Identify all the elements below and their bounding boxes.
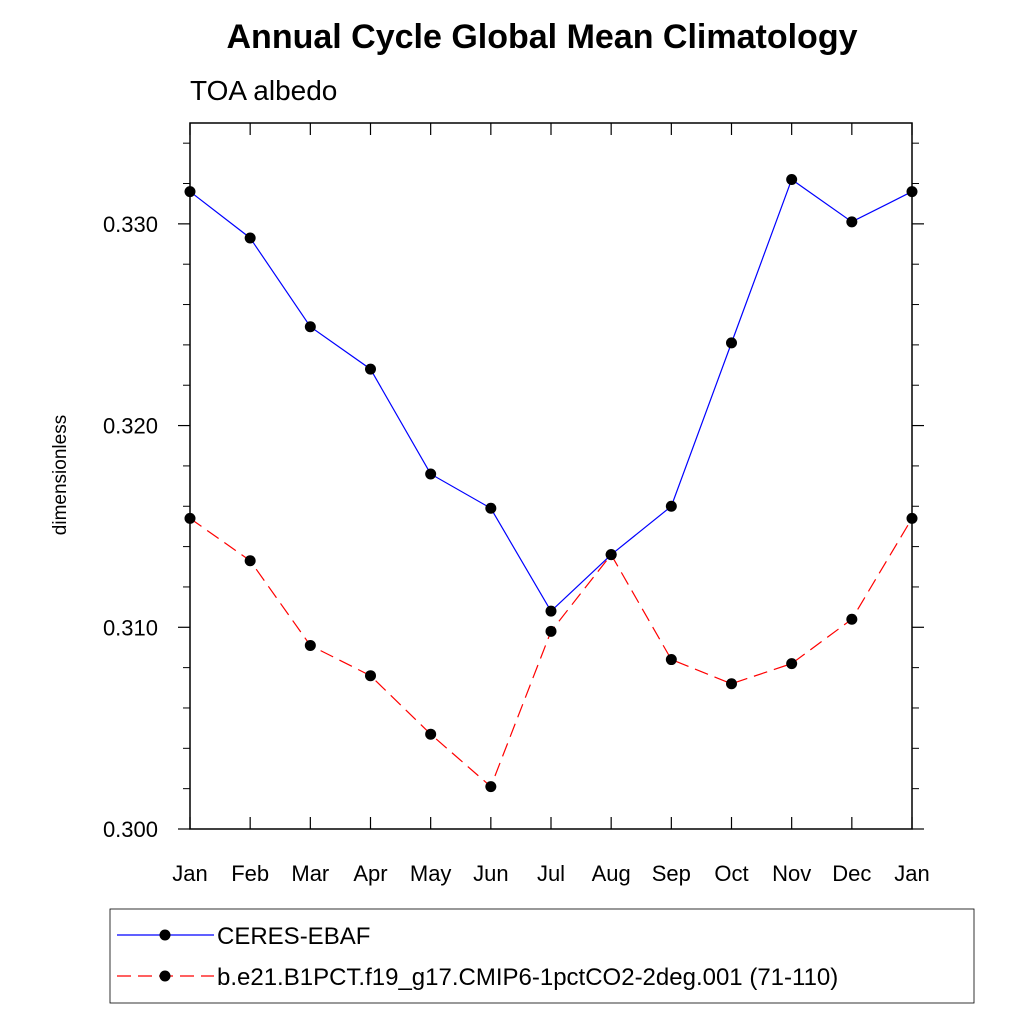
series-layer <box>184 173 918 793</box>
data-point <box>786 658 798 670</box>
data-point <box>304 639 316 651</box>
plot-frame <box>189 122 913 830</box>
legend-marker-2 <box>159 970 171 982</box>
y-tick-label: 0.320 <box>103 414 158 439</box>
y-tick-label: 0.330 <box>103 212 158 237</box>
data-point <box>726 678 737 690</box>
data-point <box>665 654 677 666</box>
data-point <box>425 728 437 740</box>
data-point <box>665 500 677 512</box>
x-tick-label: May <box>410 861 452 886</box>
data-point <box>545 605 557 617</box>
x-tick-label: Feb <box>231 861 269 886</box>
x-tick-label: Nov <box>772 861 811 886</box>
legend-label-2: b.e21.B1PCT.f19_g17.CMIP6-1pctCO2-2deg.0… <box>217 964 838 991</box>
y-axis-label: dimensionless <box>50 415 71 535</box>
axis-ticks: Jan Feb Mar Apr May Jun Jul Aug Sep Oct Nov Dec Jan 0… <box>103 123 930 886</box>
series-line-1 <box>189 178 913 613</box>
x-tick-label: Dec <box>832 861 871 886</box>
chart-title: Annual Cycle Global Mean Climatology <box>227 18 858 56</box>
data-point <box>605 549 617 561</box>
x-tick-label: Aug <box>592 861 631 886</box>
x-tick-label: Mar <box>291 861 329 886</box>
legend: CERES-EBAF b.e21.B1PCT.f19_g17.CMIP6-1pct… <box>109 908 975 1004</box>
data-point <box>365 363 376 375</box>
data-point <box>726 337 737 349</box>
data-point <box>485 502 497 514</box>
data-point <box>244 555 256 567</box>
data-point <box>425 468 437 480</box>
data-point <box>846 216 858 228</box>
x-tick-label: Sep <box>652 861 691 886</box>
y-tick-label: 0.300 <box>103 817 158 842</box>
data-point <box>365 670 376 682</box>
data-point <box>545 625 557 637</box>
x-tick-label: Jul <box>537 861 565 886</box>
data-point <box>304 321 316 333</box>
data-point <box>244 232 256 244</box>
x-tick-label: Jun <box>473 861 508 886</box>
data-point <box>485 781 497 793</box>
series-line-2 <box>189 517 913 788</box>
legend-marker-1 <box>159 929 171 941</box>
legend-label-1: CERES-EBAF <box>217 923 370 950</box>
x-tick-label: Oct <box>714 861 748 886</box>
x-tick-label: Apr <box>353 861 387 886</box>
x-tick-label: Jan <box>172 861 207 886</box>
chart-subtitle: TOA albedo <box>190 75 337 106</box>
y-tick-label: 0.310 <box>103 615 158 640</box>
data-point <box>846 613 858 625</box>
x-tick-label: Jan <box>894 861 929 886</box>
data-point <box>786 173 798 185</box>
legend-box <box>109 908 975 1004</box>
